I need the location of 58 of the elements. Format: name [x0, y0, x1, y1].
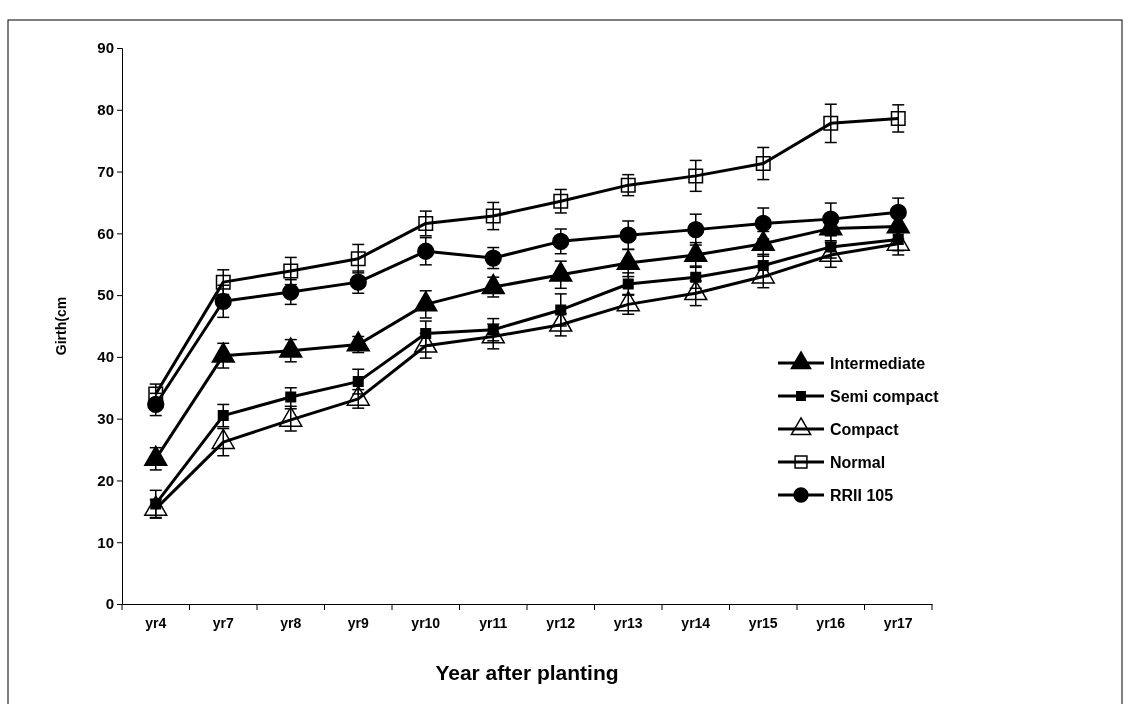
point: [552, 232, 570, 250]
point: [755, 156, 771, 172]
point: [889, 203, 907, 221]
point: [822, 210, 840, 228]
y-tick-label: 50: [97, 286, 114, 304]
point: [417, 242, 435, 260]
x-tick-label: yr14: [681, 614, 711, 631]
point: [485, 208, 501, 224]
x-tick-label: yr4: [145, 614, 167, 631]
x-tick-label: yr13: [613, 614, 643, 631]
point: [279, 337, 303, 358]
y-tick-label: 70: [97, 162, 114, 180]
point: [282, 283, 300, 301]
y-tick-label: 40: [97, 348, 114, 366]
x-tick-label: yr16: [816, 614, 846, 631]
point: [754, 214, 772, 233]
y-tick-label: 80: [97, 101, 114, 119]
x-tick-label: yr12: [546, 614, 576, 631]
y-tick-label: 90: [97, 39, 114, 57]
point: [620, 177, 636, 193]
y-tick-label: 20: [97, 471, 114, 489]
legend-label: Normal: [830, 454, 886, 471]
point: [211, 428, 235, 450]
point: [481, 323, 505, 344]
x-tick-label: yr11: [479, 614, 508, 631]
y-tick-label: 30: [97, 409, 114, 427]
x-tick-label: yr8: [280, 614, 302, 631]
point: [688, 168, 704, 184]
x-tick-label: yr7: [212, 614, 234, 631]
point: [619, 226, 637, 244]
x-tick-label: yr15: [748, 614, 778, 631]
legend-label: Semi compact: [830, 388, 940, 405]
point: [346, 385, 370, 406]
point: [214, 292, 232, 310]
x-tick-label: yr17: [883, 614, 913, 631]
y-tick-label: 10: [97, 533, 114, 551]
legend-label: RRII 105: [830, 487, 894, 504]
x-tick-label: yr10: [411, 614, 441, 631]
point: [350, 251, 366, 267]
point: [553, 193, 569, 209]
legend-label: Intermediate: [830, 355, 926, 372]
point: [279, 406, 303, 427]
y-tick-label: 0: [105, 595, 114, 613]
x-axis-title: Year after planting: [435, 661, 619, 684]
point: [890, 110, 906, 126]
point: [687, 221, 705, 239]
y-tick-label: 60: [97, 224, 114, 242]
point: [622, 278, 634, 290]
point: [211, 342, 235, 363]
x-tick-label: yr9: [347, 614, 369, 631]
y-axis-title: Girth(cm: [53, 296, 69, 356]
point: [283, 263, 299, 279]
point: [346, 331, 370, 352]
legend-label: Compact: [830, 421, 900, 438]
point: [215, 274, 231, 290]
point: [144, 445, 168, 466]
point: [823, 115, 839, 131]
point: [418, 215, 434, 231]
